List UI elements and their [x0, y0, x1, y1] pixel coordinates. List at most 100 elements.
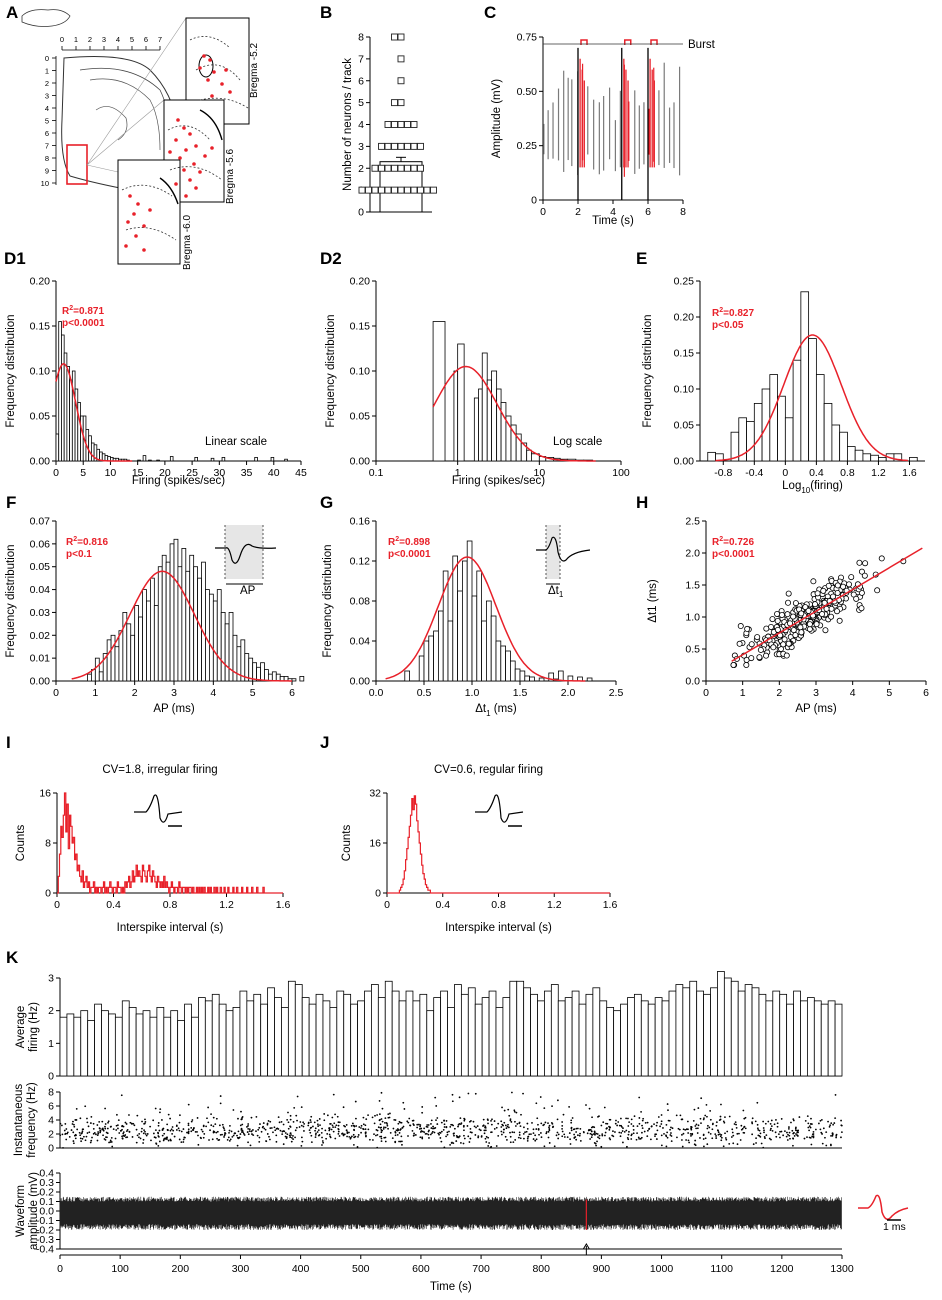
frequency-point — [500, 1120, 503, 1123]
spike-waveform — [215, 543, 277, 564]
histogram-bar — [519, 670, 526, 682]
frequency-point — [157, 1131, 159, 1134]
average-firing-bar — [703, 993, 711, 1077]
frequency-point — [469, 1131, 472, 1134]
histogram-bar — [473, 397, 479, 462]
histogram-bar — [586, 677, 593, 682]
histogram-bar — [193, 566, 199, 682]
frequency-point — [700, 1097, 703, 1100]
average-firing-bar — [170, 1010, 179, 1077]
frequency-point — [676, 1136, 678, 1139]
histogram-bar — [110, 634, 116, 682]
frequency-point — [375, 1134, 377, 1137]
frequency-point — [659, 1125, 661, 1128]
average-firing-bar — [232, 1007, 241, 1077]
frequency-point — [190, 1126, 193, 1129]
frequency-point — [770, 1125, 773, 1128]
frequency-point — [104, 1138, 107, 1141]
frequency-point — [92, 1122, 95, 1125]
frequency-point — [764, 1122, 767, 1125]
frequency-point — [313, 1121, 316, 1124]
frequency-point — [332, 1126, 335, 1128]
frequency-point — [608, 1126, 611, 1129]
frequency-point — [482, 1124, 485, 1127]
frequency-point — [736, 1143, 739, 1146]
frequency-point — [552, 1125, 555, 1128]
frequency-point — [445, 1135, 447, 1138]
frequency-point — [699, 1137, 701, 1139]
average-firing-bar — [737, 990, 746, 1077]
frequency-point — [248, 1130, 251, 1133]
scatter-point — [846, 581, 853, 588]
frequency-point — [317, 1134, 320, 1137]
histogram-bar — [784, 417, 794, 462]
frequency-point — [835, 1134, 838, 1137]
frequency-point — [159, 1108, 162, 1111]
frequency-point — [776, 1122, 779, 1125]
histogram-bar — [291, 678, 297, 682]
histogram-bar — [88, 435, 92, 462]
x-tick-label: 900 — [593, 1263, 611, 1275]
frequency-point — [337, 1127, 340, 1130]
histogram-bar — [126, 623, 132, 682]
frequency-point — [574, 1136, 577, 1138]
panel-label-b: B — [320, 3, 332, 22]
dv-tick-label: 5 — [45, 117, 49, 126]
frequency-point — [98, 1120, 101, 1123]
frequency-point — [690, 1135, 692, 1137]
y-tick-label: 0.20 — [674, 312, 695, 324]
frequency-point — [570, 1129, 573, 1132]
y-tick-label: 0.06 — [30, 538, 51, 550]
frequency-point — [423, 1131, 426, 1134]
frequency-point — [690, 1126, 692, 1128]
frequency-point — [275, 1140, 278, 1143]
frequency-point — [190, 1120, 193, 1123]
frequency-point — [443, 1119, 445, 1122]
frequency-point — [794, 1127, 797, 1130]
frequency-point — [765, 1134, 768, 1137]
frequency-point — [548, 1127, 551, 1130]
frequency-point — [430, 1119, 433, 1122]
frequency-point — [66, 1132, 69, 1135]
frequency-point — [110, 1136, 113, 1139]
frequency-point — [81, 1128, 84, 1131]
frequency-point — [416, 1123, 419, 1126]
histogram-bar — [753, 402, 763, 462]
frequency-point — [143, 1122, 146, 1125]
frequency-point — [122, 1125, 125, 1128]
frequency-point — [469, 1127, 472, 1130]
y-tick-label: 2 — [358, 163, 364, 175]
frequency-point — [281, 1133, 284, 1136]
frequency-point — [509, 1135, 512, 1138]
average-firing-bar — [59, 1016, 68, 1077]
frequency-point — [669, 1128, 671, 1131]
frequency-point — [804, 1120, 807, 1122]
histogram-bar — [189, 554, 195, 682]
frequency-point — [326, 1114, 329, 1117]
y-tick-label: 2.0 — [685, 548, 700, 560]
frequency-point — [660, 1114, 663, 1116]
frequency-point — [121, 1125, 123, 1128]
r-squared-exp: 2 — [719, 536, 723, 543]
frequency-point — [762, 1120, 765, 1123]
frequency-point — [240, 1131, 243, 1133]
frequency-point — [182, 1128, 185, 1130]
frequency-point — [575, 1138, 578, 1141]
frequency-point — [487, 1136, 490, 1139]
frequency-point — [74, 1119, 77, 1121]
y-axis-label: Frequency distribution — [325, 314, 337, 427]
frequency-point — [709, 1132, 712, 1135]
frequency-point — [362, 1128, 365, 1131]
frequency-point — [609, 1138, 612, 1141]
frequency-point — [371, 1116, 374, 1119]
frequency-point — [477, 1135, 480, 1138]
frequency-point — [462, 1142, 465, 1145]
frequency-point — [152, 1132, 155, 1135]
frequency-point — [300, 1136, 303, 1139]
y-tick-label: 16 — [369, 838, 381, 850]
frequency-point — [600, 1145, 603, 1148]
frequency-point — [653, 1123, 655, 1126]
average-firing-bar — [267, 987, 275, 1077]
frequency-point — [239, 1133, 242, 1135]
